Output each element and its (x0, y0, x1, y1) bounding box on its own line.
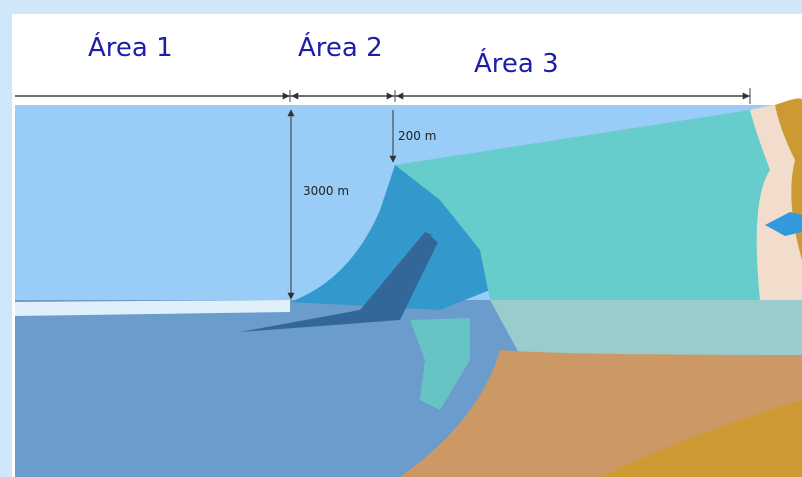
beach (750, 103, 802, 300)
shelf-lower (490, 300, 802, 358)
shelf (395, 110, 802, 300)
river (765, 212, 802, 236)
slope-shadow (240, 232, 440, 332)
depth-label: 200 m (398, 129, 436, 143)
area-label: Área 1 (88, 31, 173, 63)
label-box (440, 40, 660, 82)
label-box (28, 30, 260, 68)
area-label: Área 2 (298, 31, 383, 63)
canyon-fan (410, 318, 470, 410)
surface-strip (15, 300, 290, 316)
area-label: Área 3 (474, 47, 559, 79)
depth-label: 3000 m (303, 184, 349, 198)
bedrock (600, 400, 802, 477)
label-box (293, 20, 401, 68)
slope (290, 165, 490, 310)
